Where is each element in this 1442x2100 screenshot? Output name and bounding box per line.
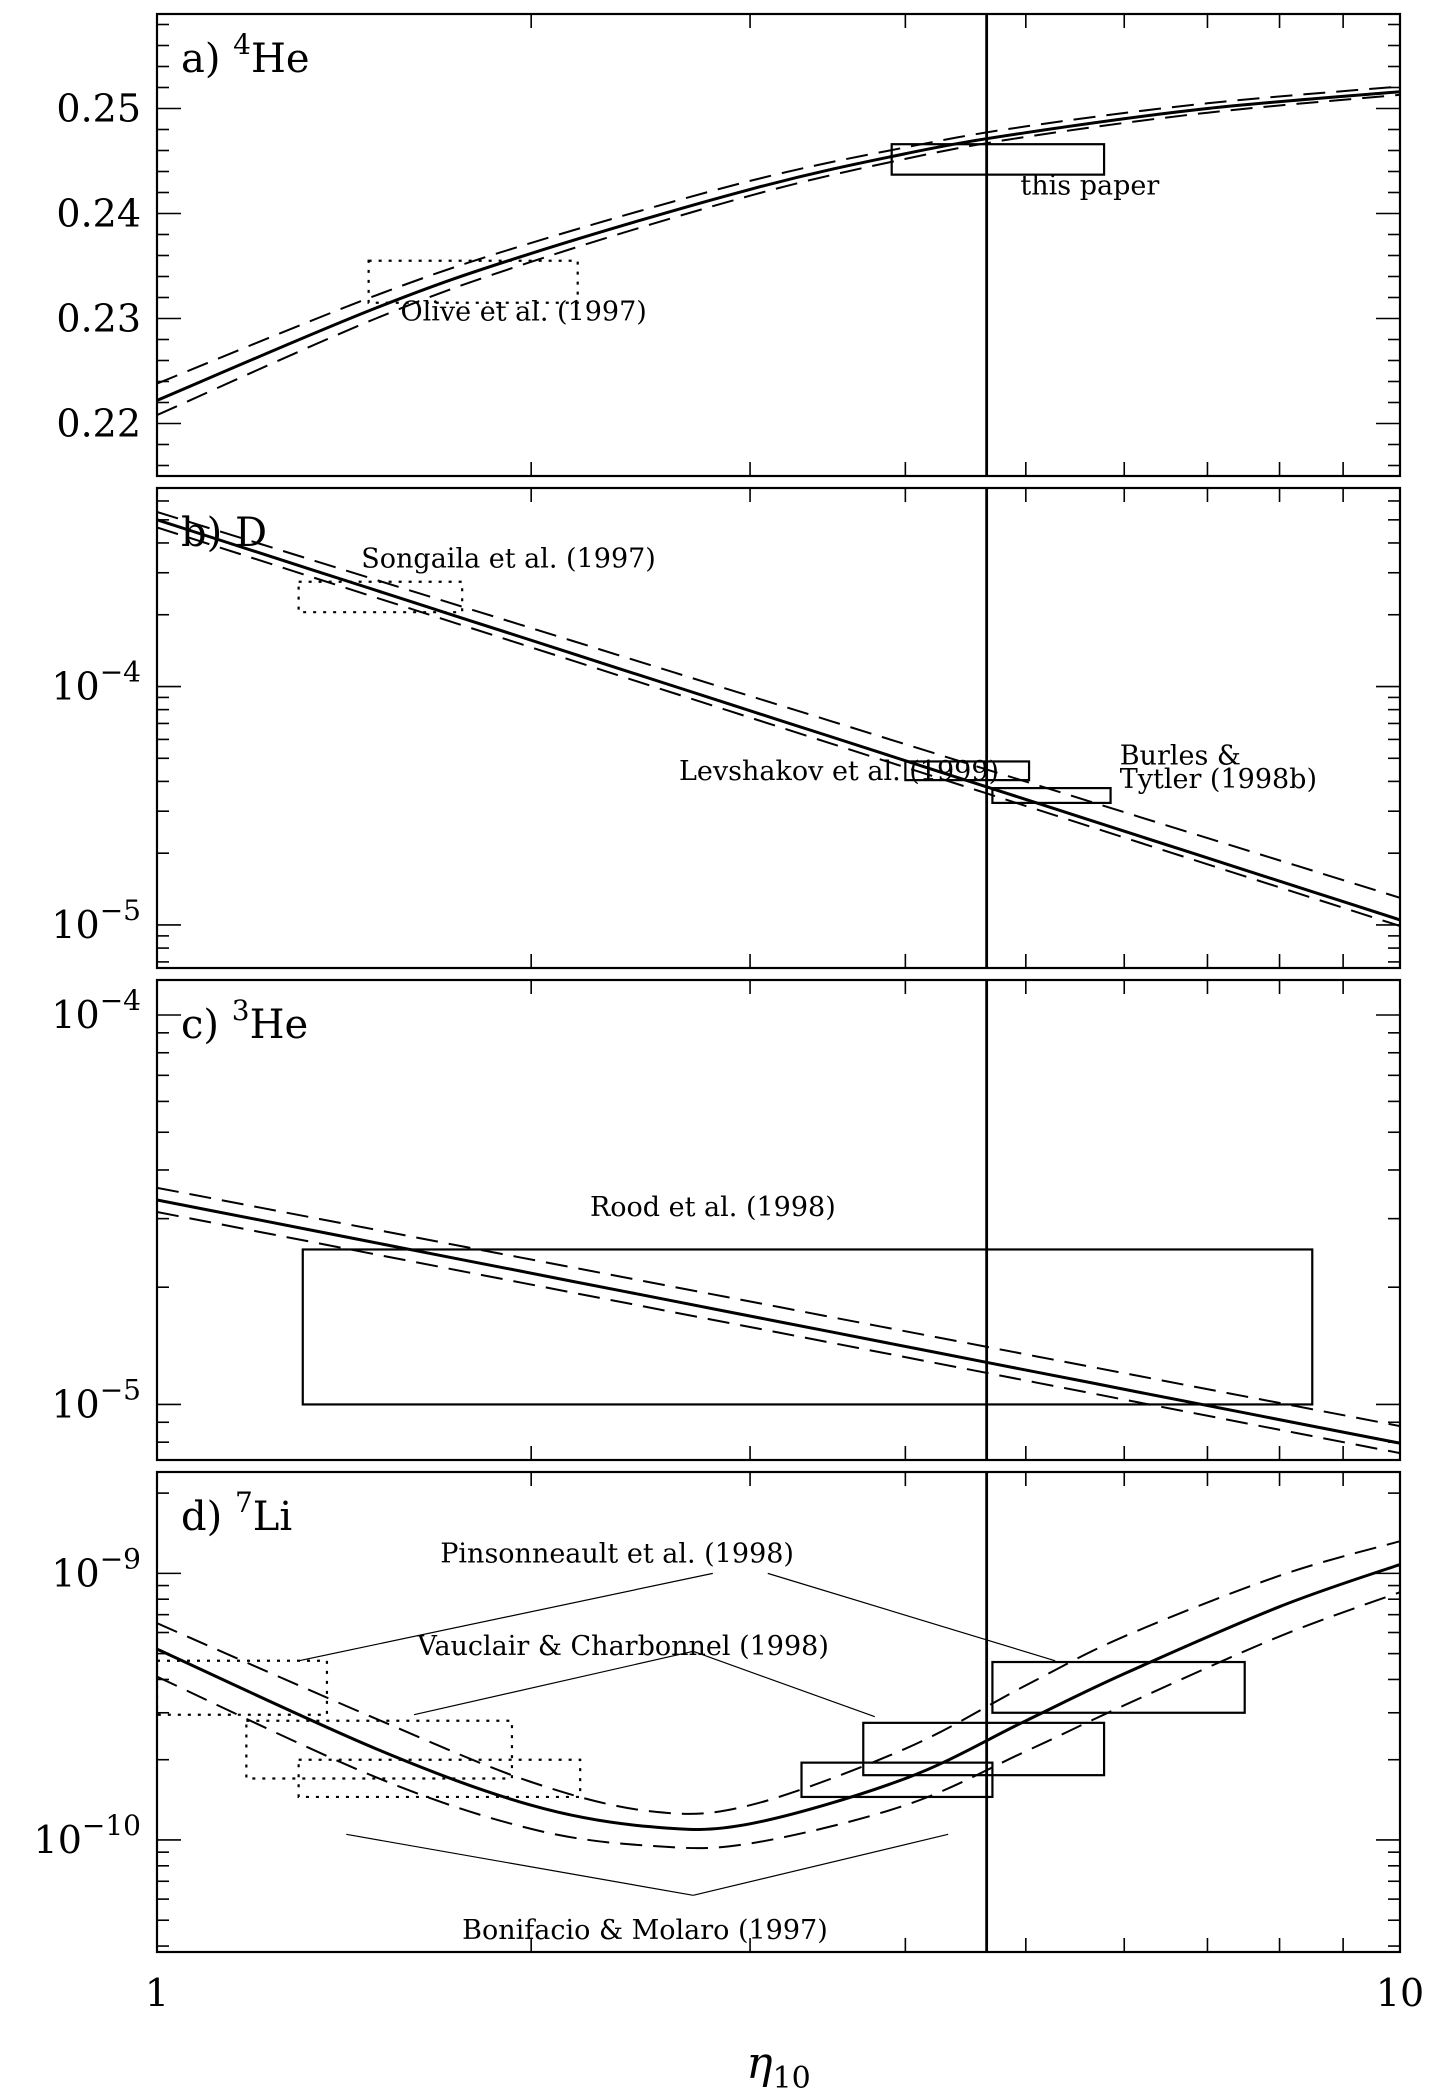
panel-a-annotation: Olive et al. (1997) [401, 297, 647, 328]
panels-layer: 0.22 0.23 0.24 0.25 Olive et al. (1997) this … [34, 12, 1402, 1954]
y-tick-label-exponent: −10 [82, 1809, 141, 1842]
y-tick-label-exponent: −5 [100, 894, 141, 927]
y-tick-label-base: 10 [51, 993, 99, 1037]
y-tick-label: 0.24 [56, 192, 141, 236]
x-axis-labels: 1 10 η10 [145, 1971, 1424, 2096]
panel-d-lower-bound-curve [157, 1591, 1400, 1850]
panel-d-annotation: Pinsonneault et al. (1998) [440, 1538, 794, 1569]
y-tick-label: 0.23 [56, 297, 141, 341]
panel-d-data-box-5 [862, 1721, 1106, 1777]
x-axis-title: η10 [746, 2038, 811, 2096]
panel-b-central-curve [157, 518, 1400, 922]
panel-b-lower-bound-curve [157, 526, 1400, 927]
panel-a-label: a) 4He [181, 28, 310, 82]
y-tick-label-base: 10 [34, 1818, 82, 1862]
panel-d-leader-line [298, 1572, 713, 1662]
panel-label-prefix: d) [181, 1494, 235, 1540]
panel-c-label: c) 3He [181, 994, 308, 1048]
panel-d-leader-line [692, 1650, 876, 1718]
panel-c-annotation: Rood et al. (1998) [590, 1192, 836, 1223]
panel-d-data-box-6 [991, 1660, 1246, 1714]
y-tick-label-exponent: −5 [100, 1373, 141, 1406]
y-tick-label-base: 10 [51, 1382, 99, 1426]
panel-a: 0.22 0.23 0.24 0.25 Olive et al. (1997) this … [56, 12, 1402, 478]
panel-a-data-box-2 [890, 143, 1106, 176]
y-tick-label-exponent: −4 [100, 984, 141, 1017]
y-tick-label: 0.25 [56, 87, 141, 131]
panel-label-species: D [235, 510, 267, 556]
panel-a-plot-area [157, 85, 1400, 417]
panel-d-data-box-4 [800, 1761, 994, 1799]
panel-d-leader-line [767, 1572, 1056, 1662]
panel-d-leader-line [693, 1833, 949, 1896]
panel-b-frame [155, 486, 1402, 970]
panel-c-central-curve [157, 1198, 1400, 1445]
panel-b-annotation: Burles & [1120, 741, 1241, 772]
panel-b-annotation: Levshakov et al. (1999) [679, 756, 999, 787]
panel-a-lower-bound-curve [157, 93, 1400, 417]
panel-label-prefix: c) [181, 1002, 232, 1048]
panel-d-data-box-3 [297, 1758, 582, 1799]
x-tick-label-10: 10 [1376, 1971, 1424, 2015]
panel-c-data-box-1 [301, 1248, 1314, 1406]
panel-b-annotation: Tytler (1998b) [1120, 764, 1317, 795]
panel-b-upper-bound-curve [157, 510, 1400, 899]
x-axis-title-main: η [746, 2038, 772, 2089]
y-tick-label: 10−4 [51, 656, 141, 709]
panel-b-label: b) D [181, 510, 267, 556]
panel-c-upper-bound-curve [157, 1186, 1400, 1428]
panel-d-annotation: Bonifacio & Molaro (1997) [462, 1915, 828, 1946]
x-axis-title-subscript: 10 [773, 2061, 811, 2096]
y-tick-label-exponent: −4 [100, 656, 141, 689]
panel-a-frame [155, 12, 1402, 478]
y-tick-label: 10−4 [51, 984, 141, 1037]
panel-b-data-box-1 [297, 580, 464, 614]
panel-label-species: He [251, 36, 310, 82]
panel-label-species: Li [253, 1494, 292, 1540]
panel-a-annotation: this paper [1020, 171, 1159, 202]
panel-b-data-box-3 [991, 786, 1112, 805]
y-tick-label: 10−5 [51, 894, 141, 947]
y-tick-label: 10−10 [34, 1809, 141, 1862]
panel-b-annotation: Songaila et al. (1997) [361, 544, 656, 575]
panel-label-superscript: 4 [233, 28, 251, 61]
y-tick-label: 0.22 [56, 402, 141, 446]
y-tick-label-exponent: −9 [100, 1542, 141, 1575]
y-tick-label: 10−5 [51, 1373, 141, 1426]
panel-d-label: d) 7Li [181, 1486, 292, 1540]
panel-d-data-box-2 [245, 1719, 514, 1780]
panel-d-leader-line [346, 1833, 694, 1896]
panel-d-plot-area [157, 1540, 1400, 1850]
panel-label-prefix: b) [181, 510, 235, 556]
panel-b-plot-area [157, 510, 1400, 927]
y-tick-label-base: 10 [51, 903, 99, 947]
panel-label-species: He [250, 1002, 309, 1048]
panel-label-superscript: 7 [235, 1486, 253, 1519]
panel-d-central-curve [157, 1563, 1400, 1831]
y-tick-label-base: 10 [51, 665, 99, 709]
panel-c-plot-area [157, 1186, 1400, 1455]
y-tick-label: 10−9 [51, 1542, 141, 1595]
panel-label-superscript: 3 [232, 994, 250, 1027]
x-tick-label-1: 1 [145, 1971, 169, 2015]
panel-b-data-box-2 [904, 760, 1031, 782]
panel-label-prefix: a) [181, 36, 233, 82]
panel-d-upper-bound-curve [157, 1540, 1400, 1815]
panel-d-leader-line [413, 1650, 694, 1716]
panel-a-data-box-1 [367, 259, 579, 304]
panel-a-upper-bound-curve [157, 85, 1400, 385]
panel-d-annotation: Vauclair & Charbonnel (1998) [416, 1631, 828, 1662]
y-tick-label-base: 10 [51, 1551, 99, 1595]
panel-c-lower-bound-curve [157, 1211, 1400, 1455]
panel-a-central-curve [157, 90, 1400, 402]
panel-c-frame [155, 978, 1402, 1462]
